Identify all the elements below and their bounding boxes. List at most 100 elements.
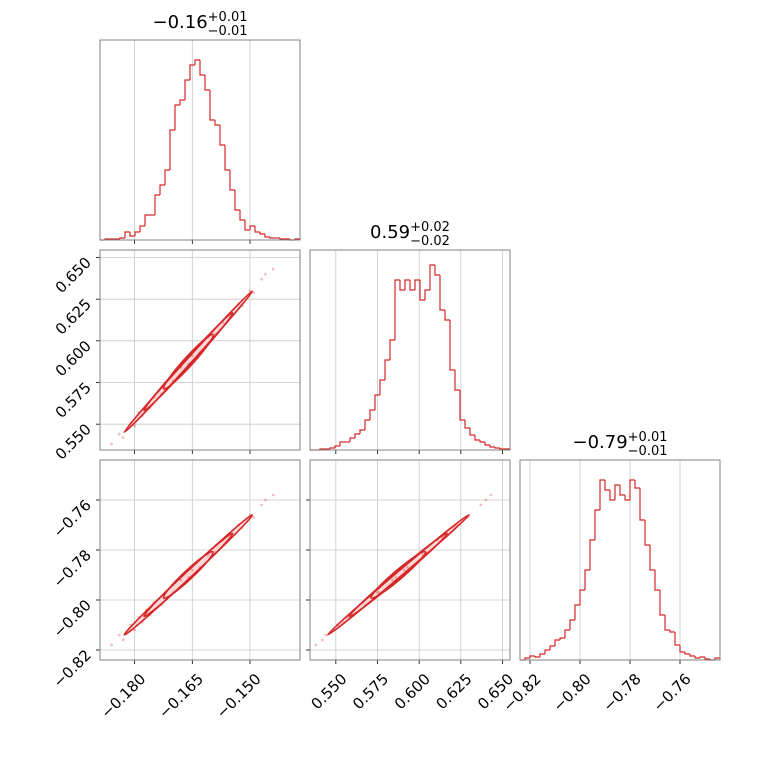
sample-point — [394, 576, 398, 579]
panel-frame — [99, 459, 301, 661]
sample-point — [361, 601, 364, 604]
hist-bin — [564, 629, 570, 638]
hist-bin — [694, 656, 700, 659]
hist-bin — [209, 90, 215, 121]
hist-bin — [659, 590, 665, 616]
sample-point — [424, 551, 428, 554]
sample-point — [332, 628, 336, 632]
hist-bin — [169, 129, 175, 170]
sample-point — [271, 267, 275, 271]
hist-bin — [484, 442, 490, 446]
hist-bin — [204, 75, 210, 91]
sample-point — [206, 553, 210, 557]
contour — [326, 514, 470, 636]
x-tick-label: −0.80 — [550, 670, 595, 715]
sample-point — [421, 553, 424, 557]
sample-point — [137, 411, 140, 414]
sample-point — [213, 551, 217, 554]
hist-bin — [199, 60, 205, 76]
sample-point — [163, 381, 167, 384]
sample-point — [229, 536, 233, 539]
x-tick-label: −0.78 — [600, 670, 645, 715]
hist-bin — [559, 637, 565, 640]
hist-bin — [389, 339, 395, 360]
x-tick-label: 0.550 — [307, 670, 350, 713]
sample-point — [140, 621, 144, 624]
y-tick-label: 0.575 — [52, 379, 95, 422]
hist-bin — [679, 645, 685, 653]
y-tick-label: −0.76 — [50, 496, 95, 541]
panel-title: −0.16+0.01 −0.01 — [152, 10, 247, 39]
hist-bin — [464, 420, 470, 429]
hist-bin — [234, 190, 240, 211]
hist-bin — [704, 657, 710, 660]
sample-point — [121, 638, 125, 642]
panel-frame — [99, 249, 301, 451]
sample-point — [252, 291, 256, 294]
sample-point — [152, 396, 156, 399]
sample-point — [198, 566, 202, 569]
hist-bin — [144, 214, 150, 226]
sample-point — [489, 493, 493, 497]
sample-point — [314, 643, 318, 647]
sample-point — [324, 633, 328, 637]
hist-bin — [384, 359, 390, 380]
sample-point — [121, 436, 125, 439]
hist-bin — [269, 237, 275, 239]
hist-bin — [614, 484, 620, 500]
hist-bin — [674, 632, 680, 646]
title-upper: +0.01 — [208, 10, 248, 25]
hist-bin — [449, 320, 455, 371]
sample-point — [342, 621, 346, 624]
sample-point — [406, 566, 409, 569]
x-tick-label: −0.165 — [155, 670, 207, 722]
panel: 0.59+0.02 −0.02 — [309, 220, 511, 454]
sample-point — [260, 503, 263, 507]
sample-point — [484, 498, 488, 502]
hist-bin — [529, 655, 535, 658]
panel-frame — [99, 39, 301, 241]
y-tick-label: 0.650 — [52, 254, 95, 297]
sample-point — [402, 568, 406, 572]
y-tick-label: −0.82 — [50, 646, 95, 691]
hist-bin — [159, 184, 165, 195]
title-lower: −0.02 — [410, 234, 450, 249]
sample-point — [376, 591, 379, 594]
title-value: −0.16 — [152, 12, 207, 33]
hist-bin — [604, 480, 610, 491]
panel-frame — [309, 459, 511, 661]
sample-point — [144, 404, 148, 408]
hist-bin — [119, 237, 125, 239]
hist-bin — [599, 479, 605, 510]
hist-bin — [424, 289, 430, 300]
x-tick-label: −0.150 — [213, 670, 265, 722]
sample-point — [336, 623, 339, 627]
sample-point — [263, 272, 267, 276]
hist-bin — [434, 265, 440, 276]
hist-bin — [134, 231, 140, 236]
hist-bin — [259, 232, 265, 235]
sample-point — [452, 526, 456, 529]
sample-point — [160, 392, 163, 396]
title-value: −0.79 — [572, 432, 627, 453]
sample-point — [391, 578, 394, 582]
hist-bin — [339, 441, 345, 446]
y-tick-label: −0.80 — [50, 596, 95, 641]
hist-bin — [524, 657, 530, 660]
sample-point — [148, 406, 152, 409]
sample-point — [321, 638, 324, 642]
hist-bin — [549, 645, 555, 650]
hist-bin — [409, 280, 415, 291]
x-tick-label: 0.600 — [391, 670, 434, 713]
hist-bin — [174, 104, 180, 130]
sample-point — [163, 591, 167, 594]
sample-point — [479, 503, 483, 507]
sample-point — [213, 332, 217, 336]
hist-bin — [459, 390, 465, 421]
hist-bin — [539, 653, 545, 657]
hist-bin — [569, 619, 575, 630]
hist-bin — [399, 280, 405, 291]
x-tick-label: 0.575 — [349, 670, 392, 713]
sample-point — [117, 633, 121, 637]
contour — [143, 532, 234, 618]
